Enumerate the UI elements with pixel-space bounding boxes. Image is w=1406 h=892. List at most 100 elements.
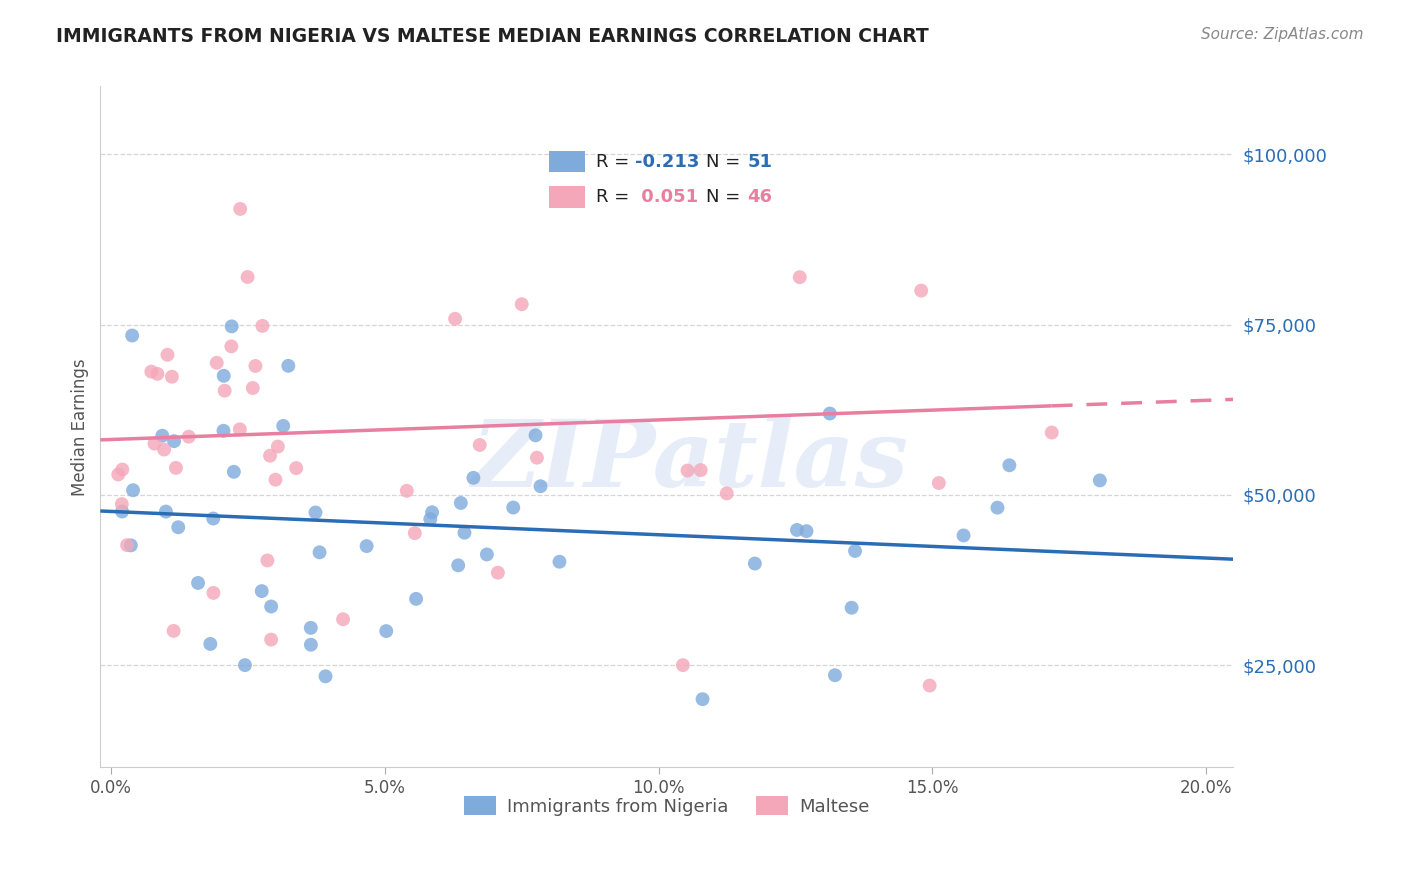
Point (744, 557, 766, 571)
Point (356, 539, 378, 553)
Point (163, 434, 186, 449)
Point (304, 506, 326, 520)
Point (121, 328, 143, 343)
Point (918, 679, 941, 693)
Point (260, 599, 283, 614)
Point (214, 384, 236, 398)
Point (786, 523, 808, 537)
Point (405, 591, 427, 606)
Point (212, 424, 235, 438)
Point (236, 270, 259, 285)
Point (250, 584, 273, 599)
Point (221, 339, 243, 353)
FancyBboxPatch shape (548, 186, 585, 208)
Point (229, 202, 252, 216)
Point (420, 505, 443, 519)
Point (375, 624, 398, 638)
Point (259, 449, 281, 463)
Point (285, 461, 308, 475)
Point (165, 461, 187, 475)
Text: 46: 46 (748, 188, 772, 206)
Point (162, 624, 184, 638)
Point (111, 497, 134, 511)
Point (395, 483, 418, 498)
Point (952, 528, 974, 542)
Point (200, 637, 222, 651)
Point (444, 311, 467, 326)
Point (205, 356, 228, 370)
Point (716, 486, 738, 500)
Point (122, 483, 145, 498)
Text: N =: N = (706, 188, 745, 206)
Point (202, 511, 225, 525)
Point (150, 428, 173, 442)
Point (115, 538, 138, 552)
Point (252, 318, 274, 333)
Point (143, 436, 166, 450)
Point (475, 548, 498, 562)
Point (111, 462, 134, 476)
Point (111, 504, 134, 518)
Point (818, 407, 841, 421)
Point (308, 545, 330, 559)
Point (910, 284, 932, 298)
Point (107, 467, 129, 482)
Point (796, 524, 818, 538)
Text: R =: R = (596, 188, 634, 206)
Point (841, 600, 863, 615)
Point (141, 365, 163, 379)
Point (998, 458, 1021, 473)
Legend: Immigrants from Nigeria, Maltese: Immigrants from Nigeria, Maltese (457, 789, 877, 823)
Point (502, 500, 524, 515)
Point (510, 297, 533, 311)
Point (260, 632, 283, 647)
Point (844, 544, 866, 558)
Point (242, 381, 264, 395)
Point (928, 475, 950, 490)
Point (486, 566, 509, 580)
Point (212, 368, 235, 383)
Point (463, 471, 485, 485)
Y-axis label: Median Earnings: Median Earnings (72, 358, 89, 496)
Point (315, 669, 337, 683)
Point (271, 418, 294, 433)
Point (245, 359, 267, 373)
Text: 51: 51 (748, 153, 772, 170)
Point (155, 505, 177, 519)
Point (299, 621, 322, 635)
Text: IMMIGRANTS FROM NIGERIA VS MALTESE MEDIAN EARNINGS CORRELATION CHART: IMMIGRANTS FROM NIGERIA VS MALTESE MEDIA… (56, 27, 929, 45)
Point (153, 442, 176, 457)
Point (419, 512, 441, 526)
Text: ZIPatlas: ZIPatlas (471, 416, 908, 506)
Point (789, 270, 811, 285)
Point (146, 367, 169, 381)
Point (187, 576, 209, 591)
Point (450, 496, 472, 510)
Text: 0.051: 0.051 (636, 188, 697, 206)
Point (986, 500, 1008, 515)
Point (676, 464, 699, 478)
Point (160, 369, 183, 384)
Point (692, 692, 714, 706)
Point (233, 658, 256, 673)
Point (404, 526, 426, 541)
Text: N =: N = (706, 153, 745, 170)
Point (332, 612, 354, 626)
Point (689, 463, 711, 477)
Point (672, 658, 695, 673)
Point (177, 430, 200, 444)
FancyBboxPatch shape (548, 151, 585, 172)
Point (824, 668, 846, 682)
Point (447, 558, 470, 573)
Point (167, 520, 190, 534)
Point (277, 359, 299, 373)
Point (229, 422, 252, 436)
Text: R =: R = (596, 153, 634, 170)
Point (120, 538, 142, 552)
Point (264, 473, 287, 487)
Point (222, 465, 245, 479)
Point (526, 450, 548, 465)
Point (548, 555, 571, 569)
Text: Source: ZipAtlas.com: Source: ZipAtlas.com (1201, 27, 1364, 42)
Point (221, 319, 243, 334)
